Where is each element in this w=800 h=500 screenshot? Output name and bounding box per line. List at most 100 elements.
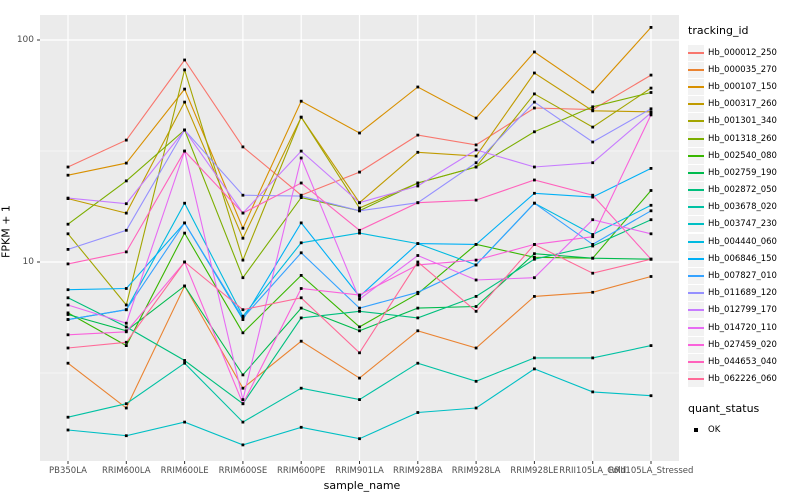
legend-key-line-icon	[688, 302, 704, 319]
data-point	[358, 209, 361, 213]
legend-key-line-icon	[688, 268, 704, 285]
legend-item-Hb_002759_190: Hb_002759_190	[688, 164, 798, 181]
data-point	[474, 295, 478, 298]
data-point	[474, 148, 478, 152]
data-point	[241, 193, 245, 197]
data-point	[183, 128, 186, 132]
data-point	[183, 260, 186, 264]
data-point	[241, 443, 245, 447]
data-point	[124, 402, 128, 406]
data-point	[241, 331, 245, 335]
data-point	[416, 133, 420, 137]
data-point	[183, 221, 186, 225]
data-point	[124, 161, 128, 165]
data-point	[124, 303, 128, 307]
data-point	[533, 255, 536, 259]
legend-item-label: Hb_044653_040	[708, 356, 777, 367]
data-point	[124, 406, 128, 410]
legend-key-line-icon	[688, 96, 704, 113]
data-point	[183, 284, 186, 288]
legend-item-Hb_002872_050: Hb_002872_050	[688, 182, 798, 199]
data-point	[358, 206, 361, 210]
data-point	[66, 311, 70, 315]
data-point	[358, 437, 361, 441]
data-point	[533, 252, 536, 256]
legend-item-label: Hb_006846_150	[708, 253, 777, 264]
data-point	[591, 125, 595, 129]
data-point	[124, 228, 128, 232]
legend-item-Hb_003747_230: Hb_003747_230	[688, 216, 798, 233]
data-point	[416, 361, 420, 365]
data-point	[241, 211, 245, 215]
x-axis-title: sample_name	[323, 479, 401, 492]
data-point	[533, 243, 536, 246]
legend-key-line-icon	[688, 44, 704, 61]
data-point	[66, 248, 70, 251]
legend-key-line-icon	[688, 182, 704, 199]
legend-key-line-icon	[688, 285, 704, 302]
data-point	[358, 170, 361, 174]
data-point	[299, 99, 303, 103]
data-point	[124, 202, 128, 206]
data-point	[66, 222, 70, 226]
legend-item-label: Hb_000035_270	[708, 64, 777, 75]
data-point	[416, 242, 420, 245]
data-point	[183, 87, 186, 91]
legend-item-Hb_002540_080: Hb_002540_080	[688, 147, 798, 164]
legend-item-Hb_000107_150: Hb_000107_150	[688, 78, 798, 95]
data-point	[416, 85, 420, 89]
legend-item-label: Hb_062226_060	[708, 374, 777, 385]
data-point	[591, 356, 595, 360]
data-point	[533, 130, 536, 134]
data-point	[591, 244, 595, 248]
data-point	[533, 178, 536, 182]
data-point	[124, 179, 128, 183]
legend: tracking_id Hb_000012_250 Hb_000035_270 Hb…	[688, 24, 798, 439]
legend-item-Hb_001301_340: Hb_001301_340	[688, 113, 798, 130]
data-point	[474, 379, 478, 383]
legend-item-label: Hb_007827_010	[708, 271, 777, 282]
legend-item-label: Hb_000317_260	[708, 99, 777, 110]
data-point	[358, 376, 361, 380]
x-tick-label-RRIM928LE: RRIM928LE	[510, 466, 559, 476]
data-point	[416, 260, 420, 264]
data-point	[649, 91, 653, 94]
y-axis-title: FPKM + 1	[0, 205, 13, 258]
data-point	[358, 398, 361, 401]
data-point	[241, 226, 245, 230]
data-point	[66, 288, 70, 292]
data-point	[299, 149, 303, 153]
legend-item-Hb_003678_020: Hb_003678_020	[688, 199, 798, 216]
x-tick-label-RRIM928BA: RRIM928BA	[393, 466, 443, 476]
data-point	[124, 321, 128, 325]
legend-item-Hb_007827_010: Hb_007827_010	[688, 267, 798, 285]
legend-item-label: Hb_003747_230	[708, 219, 777, 230]
data-point	[299, 115, 303, 119]
legend-item-label: Hb_001318_260	[708, 133, 777, 144]
data-point	[124, 138, 128, 142]
legend-item-Hb_027459_020: Hb_027459_020	[688, 336, 798, 353]
data-point	[299, 221, 303, 225]
data-point	[358, 201, 361, 205]
legend-key-line-icon	[688, 78, 704, 95]
data-point	[474, 263, 478, 267]
data-point	[649, 26, 653, 29]
data-point	[358, 228, 361, 232]
data-point	[124, 325, 128, 329]
data-point	[241, 402, 245, 406]
data-point	[183, 231, 186, 235]
legend-item-Hb_000317_260: Hb_000317_260	[688, 96, 798, 113]
data-point	[591, 109, 595, 113]
legend-title: tracking_id	[688, 24, 749, 37]
data-point	[299, 194, 303, 198]
legend-item-label: Hb_014720_110	[708, 322, 777, 333]
legend-key-line-icon	[688, 371, 704, 388]
data-point	[66, 173, 70, 177]
quant-legend-label: OK	[708, 425, 721, 436]
legend-key-line-icon	[688, 250, 704, 267]
x-tick-label-RRIM600LE: RRIM600LE	[160, 466, 209, 476]
data-point	[358, 231, 361, 235]
legend-key-line-icon	[688, 147, 704, 164]
